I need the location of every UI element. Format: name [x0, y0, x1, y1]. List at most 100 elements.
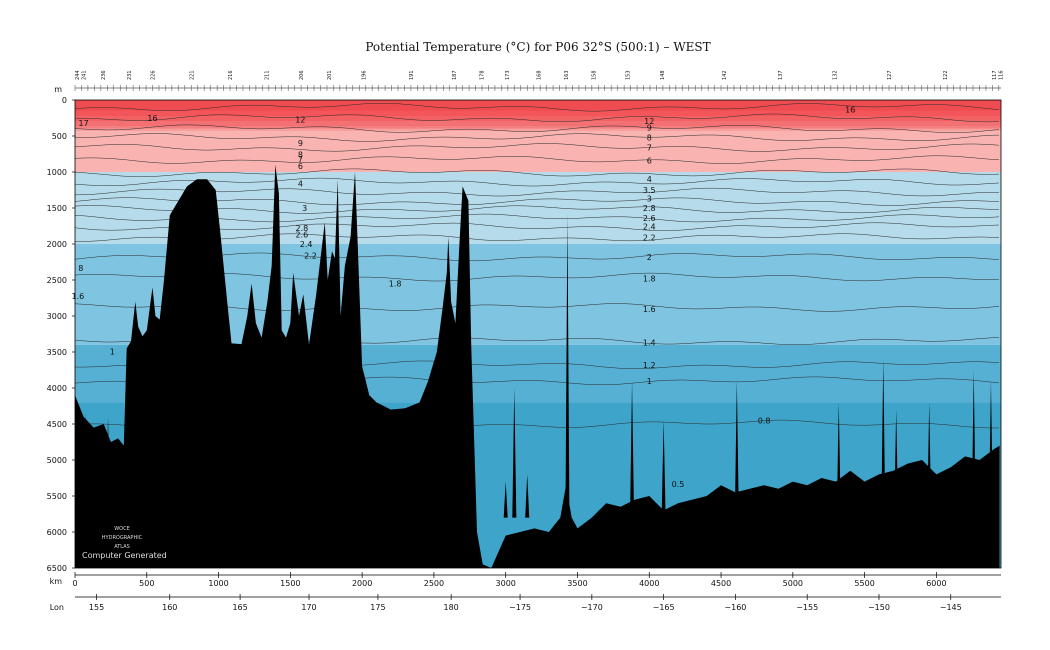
seafloor-spike-4	[525, 474, 530, 518]
contour-label-11: 2.6	[295, 231, 308, 240]
contour-label-27: 2.8	[643, 204, 656, 213]
contour-label-18: 8	[78, 264, 83, 273]
lon-tick-label-−170: −170	[581, 603, 603, 612]
seafloor-spike-13	[971, 370, 976, 518]
contour-line-3	[75, 197, 1000, 206]
y-tick-label-1000: 1000	[47, 168, 67, 177]
station-label-196: 196	[362, 70, 368, 80]
contour-label-20: 9	[647, 123, 652, 132]
seafloor-spike-11	[894, 409, 899, 518]
bathymetry-fill	[75, 164, 1000, 568]
contour-label-29: 2.4	[643, 223, 656, 232]
x-tick-label-3500: 3500	[567, 579, 587, 588]
contour-line-16	[75, 103, 1000, 112]
contour-label-32: 1.8	[643, 275, 656, 284]
contour-label-28: 2.6	[643, 214, 656, 223]
lon-tick-label-−175: −175	[509, 603, 531, 612]
station-label-127: 127	[887, 70, 893, 80]
y-tick-label-0: 0	[62, 96, 67, 105]
contour-line-3-5	[75, 187, 999, 197]
contour-label-7: 6	[298, 162, 303, 171]
plot-frame	[74, 99, 1002, 569]
station-label-244: 244	[75, 70, 81, 80]
contour-label-17: 1	[110, 347, 115, 356]
y-tick-label-4500: 4500	[47, 420, 67, 429]
contour-line-6	[75, 155, 1000, 164]
x-tick-label-0: 0	[72, 579, 77, 588]
station-label-132: 132	[832, 70, 838, 80]
contour-label-0: 17	[79, 119, 89, 128]
contour-label-25: 3.5	[643, 186, 656, 195]
station-label-226: 226	[151, 70, 157, 80]
station-label-168: 168	[537, 70, 543, 80]
station-label-221: 221	[189, 70, 195, 80]
x-tick-label-500: 500	[139, 579, 154, 588]
contour-label-5: 8	[298, 151, 303, 160]
contour-line-4	[75, 177, 1000, 187]
contour-line-2-2	[75, 233, 1000, 242]
seafloor-spike-3	[512, 388, 517, 518]
contour-label-12: 2.4	[300, 240, 313, 249]
contour-label-1: 16	[147, 114, 157, 123]
y-tick-label-6500: 6500	[47, 564, 67, 573]
station-label-173: 173	[505, 70, 511, 80]
station-label-122: 122	[943, 70, 949, 80]
station-label-178: 178	[479, 70, 485, 80]
y-tick-label-2000: 2000	[47, 240, 67, 249]
y-tick-label-5000: 5000	[47, 456, 67, 465]
contour-label-3: 12	[295, 115, 305, 124]
station-label-117: 117	[992, 70, 998, 80]
station-label-142: 142	[722, 70, 728, 80]
station-label-148: 148	[660, 70, 666, 80]
x-axis-label: km	[50, 577, 63, 586]
warm-layer-shade-0	[75, 110, 1001, 116]
contour-label-4: 9	[298, 139, 303, 148]
x-tick-label-6000: 6000	[926, 579, 946, 588]
y-tick-label-3500: 3500	[47, 348, 67, 357]
station-label-116: 116	[998, 70, 1004, 80]
contour-line-2-6	[75, 213, 1000, 223]
chart-title: Potential Temperature (°C) for P06 32°S …	[365, 40, 711, 54]
seafloor-spike-5	[565, 213, 570, 518]
y-tick-label-4000: 4000	[47, 384, 67, 393]
temperature-band-1	[75, 128, 1001, 172]
lon-tick-label-−160: −160	[724, 603, 746, 612]
station-label-206: 206	[299, 70, 305, 80]
seafloor-spike-10	[881, 359, 886, 518]
lon-tick-label-−165: −165	[653, 603, 675, 612]
warm-layer-shade-1	[75, 115, 1001, 121]
contour-label-36: 1	[647, 377, 652, 386]
seafloor-spike-2	[503, 481, 508, 518]
contour-label-21: 8	[647, 133, 652, 142]
y-axis-label: m	[54, 85, 62, 94]
station-label-153: 153	[626, 70, 632, 80]
y-tick-label-500: 500	[52, 132, 67, 141]
y-tick-label-6000: 6000	[47, 528, 67, 537]
lon-tick-label-155: 155	[89, 603, 104, 612]
seafloor-spike-6	[630, 380, 635, 518]
contour-line-9	[75, 124, 1000, 133]
lon-axis-label: Lon	[50, 603, 64, 612]
contour-label-15: 1.8	[389, 280, 402, 289]
contour-label-6: 7	[298, 155, 303, 164]
contour-label-31: 2	[647, 253, 652, 262]
lon-tick-label-170: 170	[301, 603, 316, 612]
y-tick-label-1500: 1500	[47, 204, 67, 213]
contour-label-10: 2.8	[295, 224, 308, 233]
contour-line-5	[75, 168, 1000, 177]
lon-tick-label-180: 180	[444, 603, 459, 612]
contour-line-1-6	[75, 303, 1000, 312]
watermark-line-2: ATLAS	[114, 544, 130, 550]
contour-label-2: 16	[845, 105, 855, 114]
contour-label-26: 3	[647, 195, 652, 204]
station-label-158: 158	[591, 70, 597, 80]
seafloor-spike-0	[83, 413, 88, 518]
x-tick-label-2000: 2000	[352, 579, 372, 588]
contour-label-9: 3	[302, 204, 307, 213]
lon-tick-label-165: 165	[232, 603, 247, 612]
y-tick-label-5500: 5500	[47, 492, 67, 501]
contour-label-22: 7	[647, 144, 652, 153]
contour-line-12	[75, 113, 1000, 123]
warm-layer-shade-2	[75, 120, 1001, 126]
lon-tick-label-−155: −155	[796, 603, 818, 612]
